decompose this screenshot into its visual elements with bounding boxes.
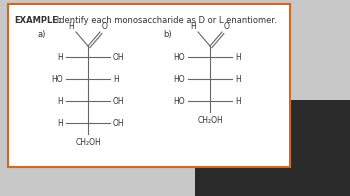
Text: H: H bbox=[113, 74, 119, 83]
Text: CH₂OH: CH₂OH bbox=[197, 116, 223, 125]
Text: H: H bbox=[57, 96, 63, 105]
Text: HO: HO bbox=[173, 74, 185, 83]
Text: H: H bbox=[235, 96, 241, 105]
Text: HO: HO bbox=[51, 74, 63, 83]
Text: OH: OH bbox=[113, 119, 125, 128]
Text: b): b) bbox=[163, 30, 172, 39]
Text: Identify each monosaccharide as D or L enantiomer.: Identify each monosaccharide as D or L e… bbox=[54, 16, 277, 25]
Text: H: H bbox=[235, 53, 241, 62]
Text: HO: HO bbox=[173, 96, 185, 105]
Text: OH: OH bbox=[113, 53, 125, 62]
FancyBboxPatch shape bbox=[8, 4, 290, 167]
Text: CH₂OH: CH₂OH bbox=[75, 138, 101, 147]
Text: H: H bbox=[235, 74, 241, 83]
Text: H: H bbox=[190, 22, 196, 31]
Text: O: O bbox=[224, 22, 230, 31]
Text: H: H bbox=[68, 22, 74, 31]
Text: OH: OH bbox=[113, 96, 125, 105]
FancyBboxPatch shape bbox=[195, 100, 350, 196]
Text: EXAMPLE:: EXAMPLE: bbox=[14, 16, 61, 25]
Text: O: O bbox=[102, 22, 108, 31]
Text: H: H bbox=[57, 119, 63, 128]
Text: H: H bbox=[57, 53, 63, 62]
Text: a): a) bbox=[38, 30, 46, 39]
Text: HO: HO bbox=[173, 53, 185, 62]
